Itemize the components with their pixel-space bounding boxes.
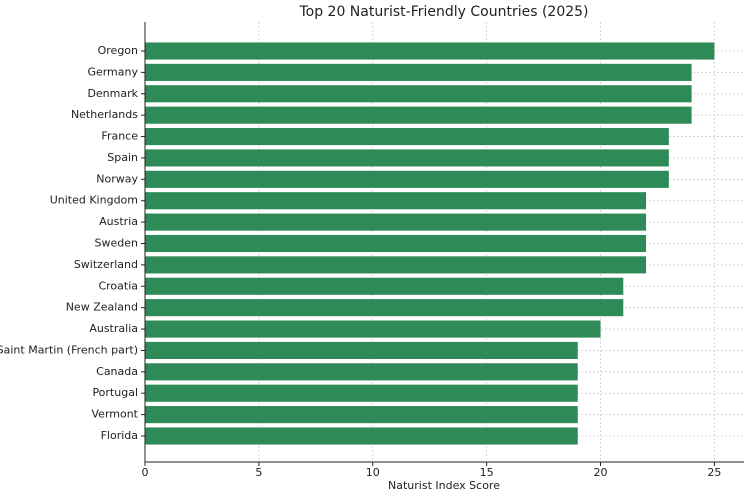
y-tick-label: Germany xyxy=(87,65,138,78)
bar xyxy=(145,234,647,253)
bar xyxy=(145,42,715,60)
bar xyxy=(145,256,647,274)
y-tick-label: Oregon xyxy=(98,44,138,57)
y-tick-label: Switzerland xyxy=(74,258,138,271)
x-axis-label: Naturist Index Score xyxy=(388,479,500,492)
bar xyxy=(145,85,692,103)
y-tick-label: Australia xyxy=(89,322,138,335)
x-tick-label: 0 xyxy=(142,466,149,479)
y-tick-label: Sweden xyxy=(95,237,138,250)
y-tick-label: Denmark xyxy=(87,87,138,100)
bar xyxy=(145,277,624,295)
y-tick-label: Netherlands xyxy=(71,108,138,121)
y-tick-label: Portugal xyxy=(92,386,138,399)
y-tick-label: New Zealand xyxy=(66,301,138,314)
y-tick-label: Vermont xyxy=(92,408,139,421)
y-tick-label: France xyxy=(101,130,138,143)
x-tick-label: 15 xyxy=(480,466,494,479)
x-tick-label: 25 xyxy=(707,466,721,479)
bar xyxy=(145,363,578,381)
y-tick-label: Croatia xyxy=(98,279,138,292)
bar xyxy=(145,427,578,445)
bar xyxy=(145,406,578,424)
bar xyxy=(145,106,692,124)
y-tick-label: Canada xyxy=(96,365,138,378)
chart-title: Top 20 Naturist-Friendly Countries (2025… xyxy=(298,4,588,20)
bar xyxy=(145,384,578,402)
bar xyxy=(145,320,601,338)
bar xyxy=(145,170,669,188)
bar xyxy=(145,128,669,146)
y-tick-label: Spain xyxy=(107,151,138,164)
bar xyxy=(145,192,647,210)
bar xyxy=(145,213,647,231)
bar xyxy=(145,299,624,317)
y-tick-label: United Kingdom xyxy=(50,194,138,207)
x-tick-label: 20 xyxy=(594,466,608,479)
x-tick-label: 10 xyxy=(366,466,380,479)
x-tick-label: 5 xyxy=(255,466,262,479)
bar xyxy=(145,341,578,359)
y-tick-label: Norway xyxy=(96,172,138,185)
bar xyxy=(145,149,669,167)
y-tick-label: Austria xyxy=(99,215,138,228)
y-tick-label: Saint Martin (French part) xyxy=(0,343,138,356)
bar xyxy=(145,63,692,81)
y-tick-label: Florida xyxy=(101,429,138,442)
